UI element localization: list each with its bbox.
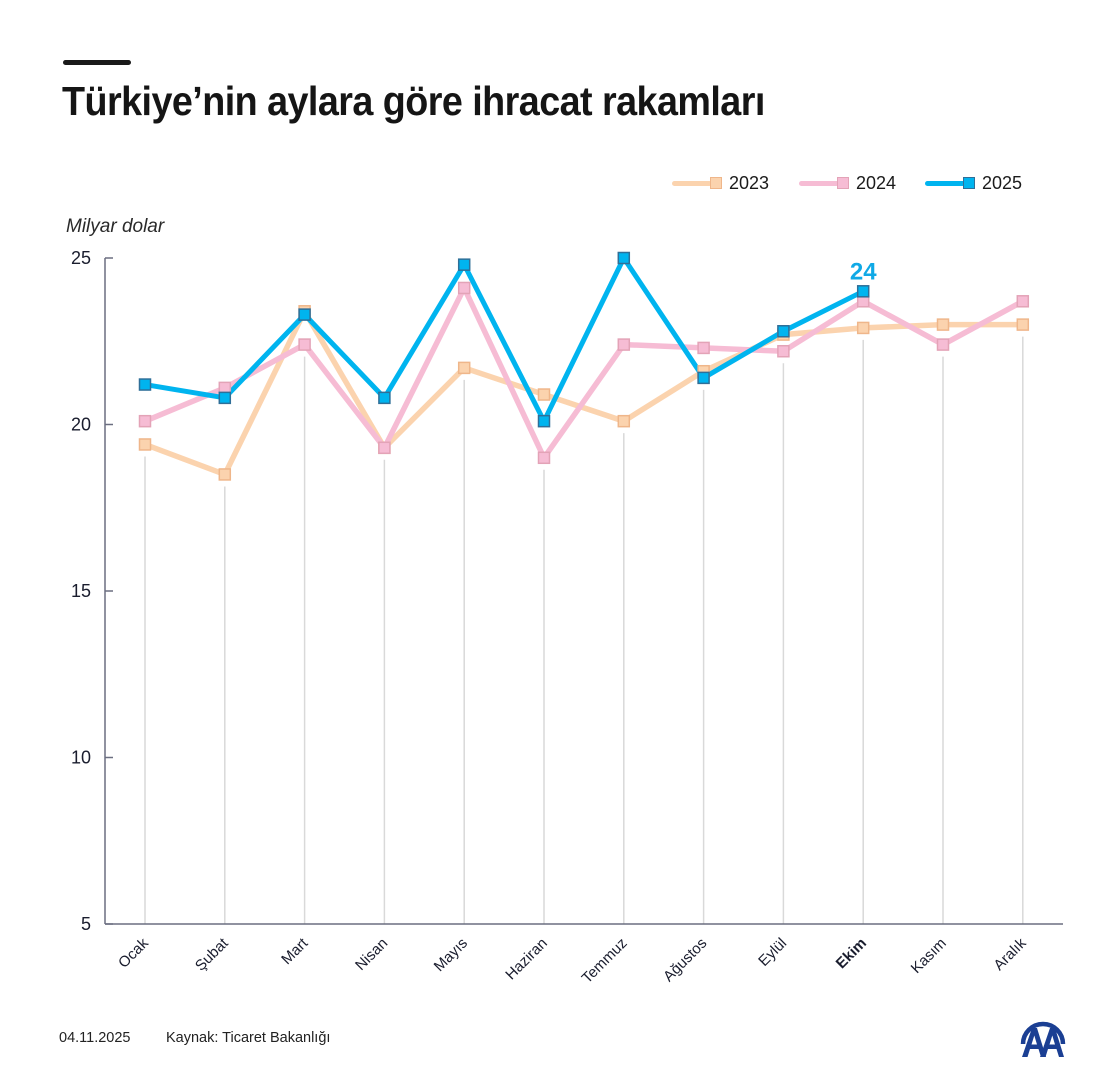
y-tick-label: 10 <box>71 748 91 768</box>
line-chart: 5 10 15 20 25 Ocak Şubat Mart Nisan Mayıs Haziran… <box>71 248 1063 987</box>
y-tick-label: 20 <box>71 415 91 435</box>
y-tick-label: 25 <box>71 248 91 268</box>
data-point-2024[interactable] <box>936 338 950 351</box>
chart-title: Türkiye’nin aylara göre ihracat rakamlar… <box>62 78 765 124</box>
series-line-2025 <box>144 252 865 427</box>
data-point-2025[interactable] <box>856 285 870 298</box>
data-point-2023[interactable] <box>138 438 152 451</box>
x-tick-label: Mayıs <box>431 935 471 975</box>
data-point-2024[interactable] <box>537 451 551 465</box>
x-tick-label: Eylül <box>755 935 790 970</box>
data-point-2025[interactable] <box>218 391 232 405</box>
data-point-2023[interactable] <box>457 361 471 375</box>
data-point-2023[interactable] <box>936 318 950 331</box>
x-tick-label: Haziran <box>502 935 551 984</box>
vertical-gridlines <box>144 336 1024 924</box>
data-point-2024[interactable] <box>1016 295 1030 308</box>
x-tick-label: Nisan <box>352 935 391 974</box>
legend-line-swatch <box>672 180 712 186</box>
legend: 2023 2024 2025 <box>0 170 1120 196</box>
legend-item-2023[interactable]: 2023 <box>672 170 769 196</box>
legend-line-swatch <box>799 180 839 186</box>
data-point-2025[interactable] <box>697 371 710 385</box>
x-tick-label: Temmuz <box>579 935 631 987</box>
data-point-2023[interactable] <box>537 388 551 401</box>
square-marker-icon <box>710 177 722 189</box>
data-point-2025[interactable] <box>138 378 152 391</box>
source-credit: Kaynak: Ticaret Bakanlığı <box>166 1030 331 1046</box>
aa-logo-icon <box>1020 1021 1066 1057</box>
series-line-2024 <box>143 281 1025 464</box>
y-tick-label: 15 <box>71 581 91 601</box>
legend-item-2024[interactable]: 2024 <box>799 170 896 196</box>
square-marker-icon <box>963 177 975 189</box>
legend-label: 2023 <box>729 172 770 193</box>
data-point-2024[interactable] <box>777 344 790 358</box>
data-point-2024[interactable] <box>697 341 710 355</box>
data-point-2024[interactable] <box>298 338 311 351</box>
data-point-2025[interactable] <box>777 325 790 338</box>
data-point-2023[interactable] <box>617 414 631 428</box>
data-point-2025[interactable] <box>298 308 311 321</box>
square-marker-icon <box>837 177 849 189</box>
x-tick-label: Kasım <box>908 935 950 977</box>
data-point-2025[interactable] <box>617 251 631 265</box>
ekim-value-label: 24 <box>850 258 877 285</box>
series-line-2023 <box>144 305 1023 478</box>
data-point-2023[interactable] <box>1016 318 1030 331</box>
legend-label: 2025 <box>982 172 1023 193</box>
axes: 5 10 15 20 25 <box>71 248 1063 934</box>
x-axis-labels: Ocak Şubat Mart Nisan Mayıs Haziran Temmuz Ağus… <box>115 934 1030 987</box>
data-point-2024[interactable] <box>617 338 631 351</box>
x-tick-label: Ekim <box>833 935 870 972</box>
data-point-2025[interactable] <box>457 258 471 271</box>
publish-date: 04.11.2025 <box>59 1030 131 1046</box>
data-annotation: 24 <box>850 258 877 285</box>
x-tick-label: Aralık <box>990 934 1029 973</box>
x-tick-label: Şubat <box>192 934 232 974</box>
data-series <box>138 251 1030 481</box>
y-tick-label: 5 <box>81 914 91 934</box>
data-point-2024[interactable] <box>378 441 391 455</box>
data-point-2024[interactable] <box>457 281 471 295</box>
title-accent-bar <box>63 60 131 65</box>
legend-line-swatch <box>925 180 965 186</box>
data-point-2025[interactable] <box>537 414 551 428</box>
data-point-2024[interactable] <box>138 414 152 428</box>
legend-label: 2024 <box>856 172 897 193</box>
x-tick-label: Ocak <box>115 934 152 971</box>
data-point-2025[interactable] <box>378 391 391 405</box>
x-tick-label: Ağustos <box>660 935 710 985</box>
data-point-2023[interactable] <box>856 321 870 335</box>
data-point-2023[interactable] <box>218 468 232 481</box>
y-axis-unit-label: Milyar dolar <box>66 216 165 237</box>
legend-item-2025[interactable]: 2025 <box>925 170 1022 196</box>
x-tick-label: Mart <box>278 934 312 968</box>
